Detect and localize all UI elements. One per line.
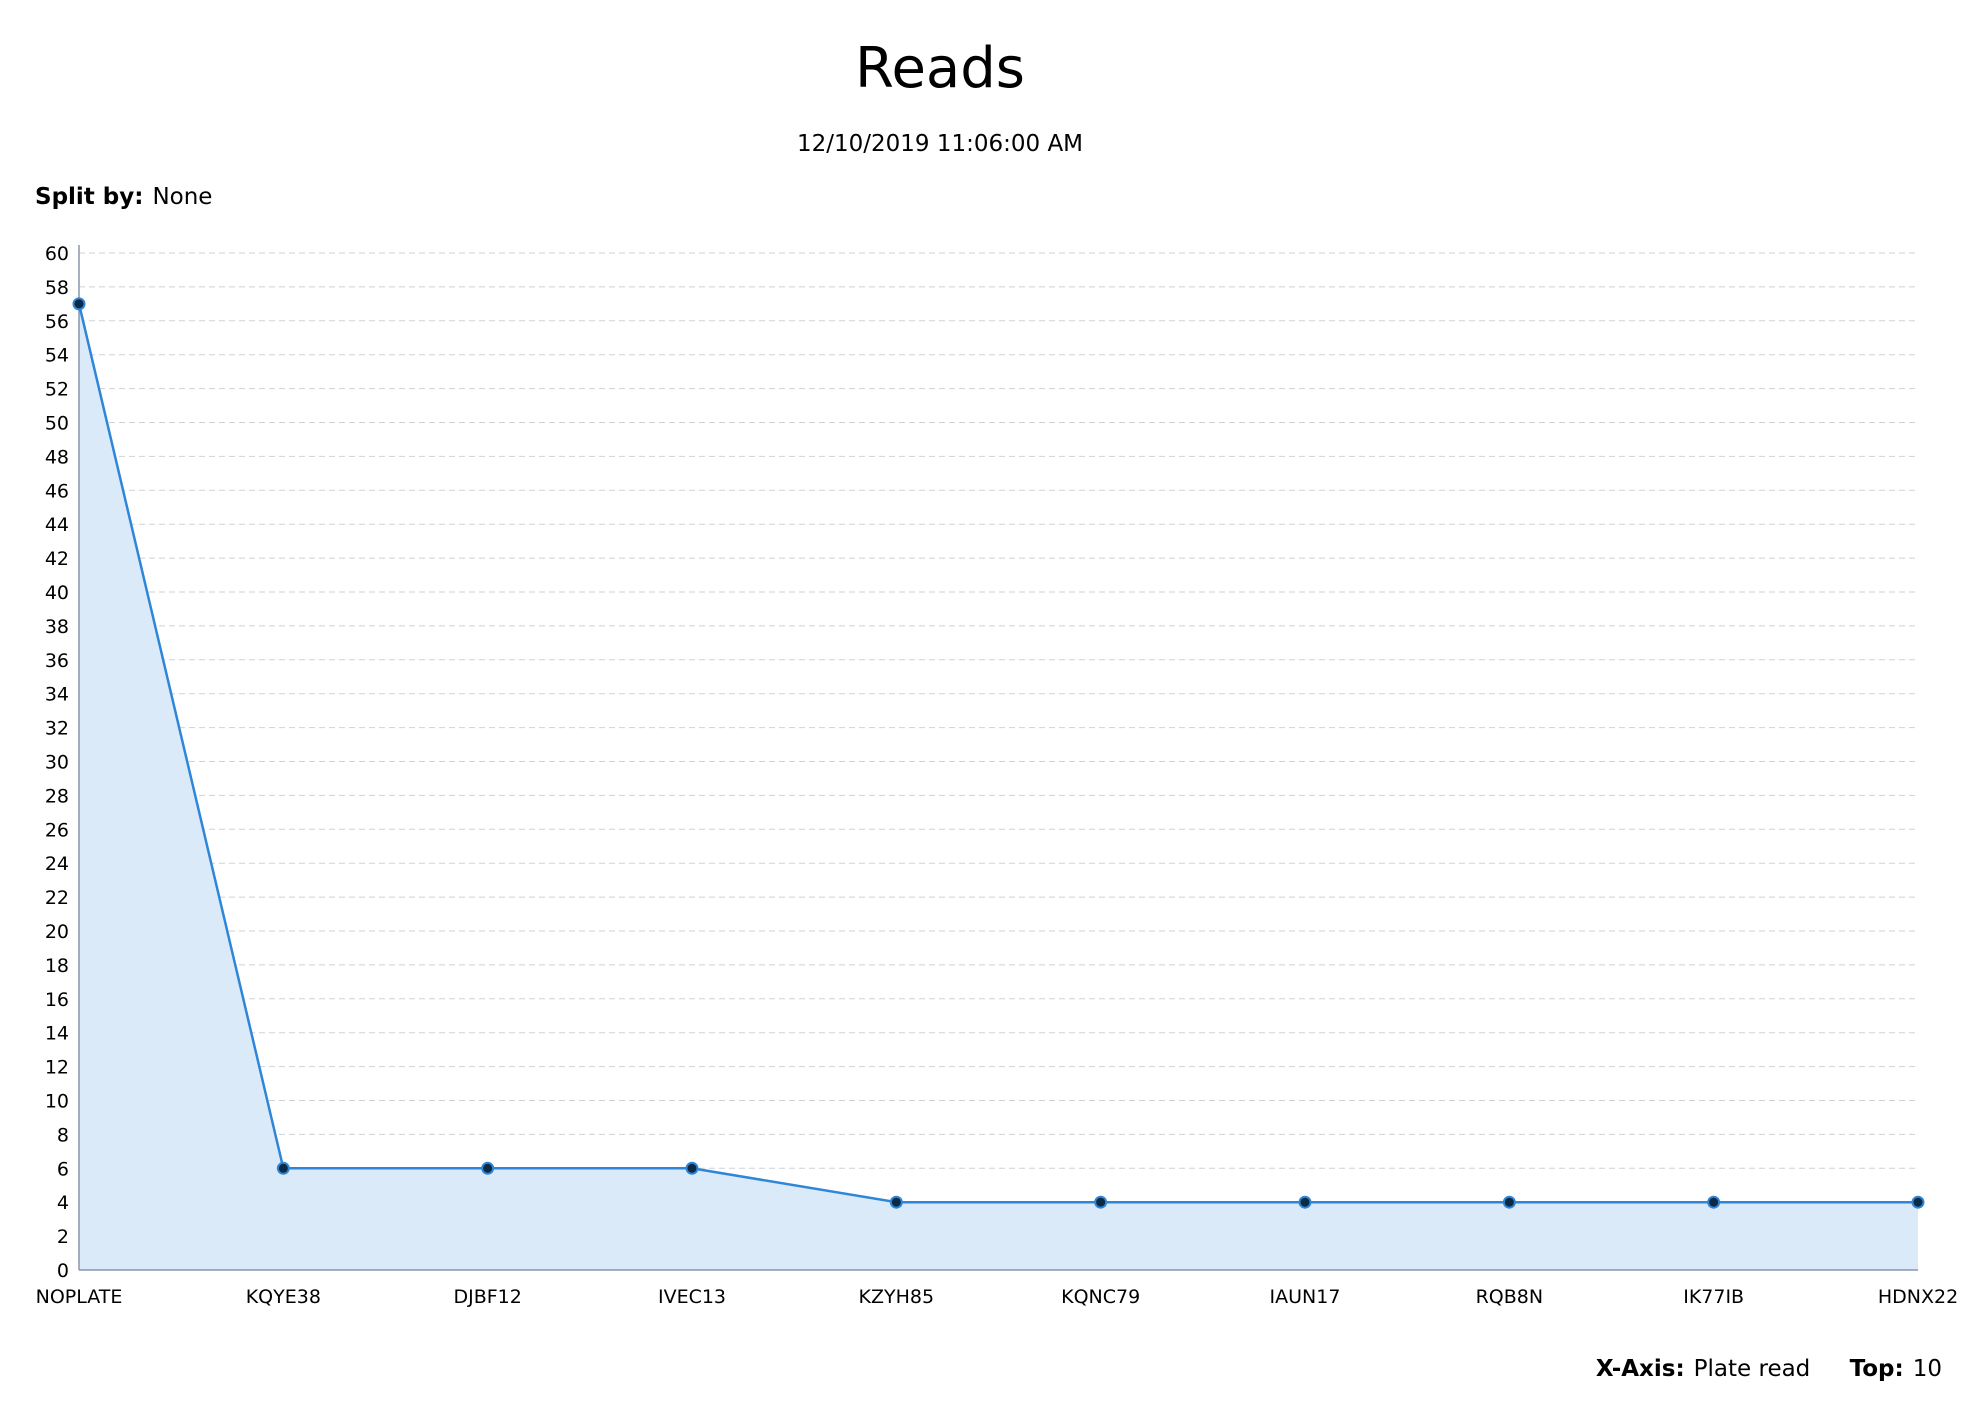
y-tick-label: 50 <box>45 413 69 435</box>
data-point <box>1707 1195 1721 1209</box>
y-tick-label: 34 <box>45 684 69 706</box>
x-tick-label: DJBF12 <box>453 1286 521 1308</box>
x-axis-label: X-Axis: <box>1595 1356 1685 1382</box>
x-axis-value: Plate read <box>1693 1356 1811 1382</box>
y-tick-label: 30 <box>45 752 69 774</box>
x-tick-label: IK77IB <box>1683 1286 1744 1308</box>
y-tick-label: 52 <box>45 379 69 401</box>
x-tick-label: IVEC13 <box>658 1286 726 1308</box>
chart-title: Reads <box>855 36 1025 101</box>
data-point <box>72 297 86 311</box>
y-tick-label: 42 <box>45 548 69 570</box>
top-setting[interactable]: Top: 10 <box>1850 1353 1942 1385</box>
x-tick-label: RQB8N <box>1476 1286 1544 1308</box>
data-point <box>1094 1195 1108 1209</box>
y-tick-label: 54 <box>45 345 69 367</box>
y-tick-label: 38 <box>45 616 69 638</box>
y-tick-label: 56 <box>45 311 69 333</box>
y-tick-label: 20 <box>45 921 69 943</box>
y-tick-label: 14 <box>45 1023 69 1045</box>
y-tick-label: 16 <box>45 989 69 1011</box>
y-tick-label: 0 <box>57 1260 69 1282</box>
y-tick-label: 48 <box>45 446 69 468</box>
data-point <box>481 1161 495 1175</box>
data-point <box>685 1161 699 1175</box>
split-by-label: Split by: <box>35 184 144 210</box>
y-tick-label: 10 <box>45 1091 69 1113</box>
y-tick-label: 26 <box>45 819 69 841</box>
split-by-setting[interactable]: Split by: None <box>35 181 212 213</box>
y-tick-label: 18 <box>45 955 69 977</box>
chart-timestamp: 12/10/2019 11:06:00 AM <box>796 131 1084 157</box>
split-by-value: None <box>152 184 213 210</box>
y-tick-label: 12 <box>45 1057 69 1079</box>
y-tick-label: 58 <box>45 277 69 299</box>
y-tick-label: 4 <box>57 1192 69 1214</box>
y-tick-label: 2 <box>57 1226 69 1248</box>
line-area-chart: 0246810121416182022242628303234363840424… <box>36 243 1959 1308</box>
x-tick-label: IAUN17 <box>1270 1286 1341 1308</box>
data-point <box>276 1161 290 1175</box>
y-tick-label: 60 <box>45 243 69 265</box>
series-line <box>77 303 1918 1204</box>
y-tick-label: 28 <box>45 785 69 807</box>
y-tick-label: 36 <box>45 650 69 672</box>
y-tick-label: 6 <box>57 1158 69 1180</box>
x-tick-label: KZYH85 <box>859 1286 935 1308</box>
y-tick-label: 32 <box>45 718 69 740</box>
top-label: Top: <box>1849 1356 1904 1382</box>
y-tick-label: 44 <box>45 514 69 536</box>
x-tick-label: NOPLATE <box>36 1286 123 1308</box>
chart-footer: X-Axis: Plate read Top: 10 <box>1564 1353 1942 1385</box>
data-point <box>1502 1195 1516 1209</box>
y-tick-label: 22 <box>45 887 69 909</box>
x-axis-setting[interactable]: X-Axis: Plate read <box>1596 1353 1810 1385</box>
y-tick-label: 8 <box>57 1124 69 1146</box>
data-point <box>889 1195 903 1209</box>
y-tick-label: 24 <box>45 853 69 875</box>
x-tick-label: HDNX22 <box>1878 1286 1958 1308</box>
y-tick-label: 40 <box>45 582 69 604</box>
data-point <box>1298 1195 1312 1209</box>
x-tick-label: KQNC79 <box>1061 1286 1140 1308</box>
series-area <box>79 303 1918 1271</box>
x-tick-label: KQYE38 <box>246 1286 321 1308</box>
top-value: 10 <box>1912 1356 1942 1382</box>
y-tick-label: 46 <box>45 480 69 502</box>
data-point <box>1911 1195 1925 1209</box>
